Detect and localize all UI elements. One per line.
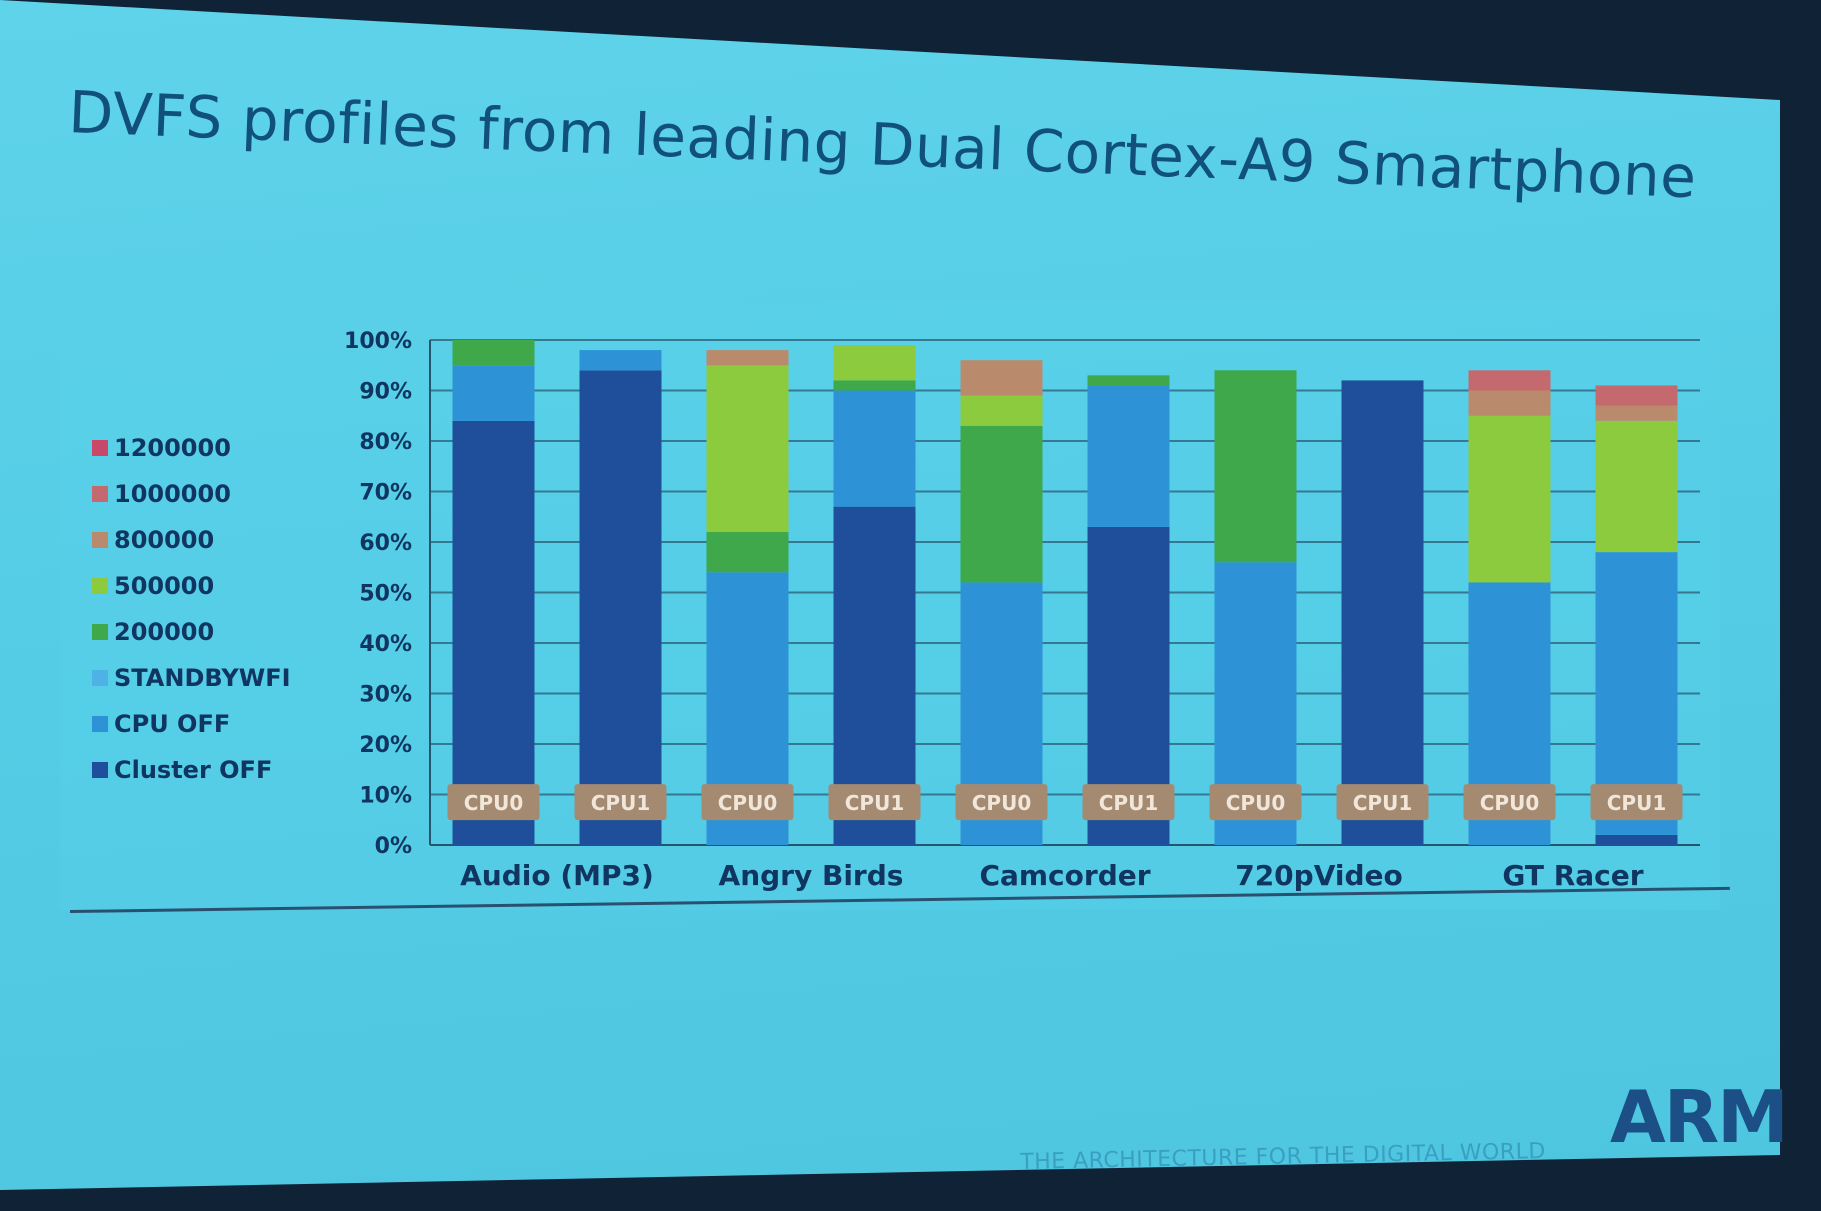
- cpu-label: CPU1: [1099, 791, 1159, 815]
- bar-segment: [1595, 834, 1678, 845]
- cpu-label: CPU1: [1607, 791, 1667, 815]
- bar-segment: [706, 531, 789, 573]
- bar-segment: [833, 345, 916, 381]
- y-tick-label: 100%: [344, 329, 412, 354]
- cpu-label: CPU0: [1226, 791, 1286, 815]
- legend-swatch: [92, 670, 108, 686]
- y-tick-label: 60%: [359, 531, 412, 556]
- bar-segment: [1214, 370, 1297, 563]
- cpu-label: CPU0: [972, 791, 1032, 815]
- cpu-label-tag: [1082, 784, 1175, 821]
- y-tick-label: 40%: [359, 632, 412, 657]
- legend-swatch: [92, 716, 108, 732]
- legend-swatch: [92, 578, 108, 594]
- legend-label: STANDBYWFI: [114, 664, 291, 692]
- legend-label: 1000000: [114, 480, 231, 508]
- cpu-label: CPU1: [591, 791, 651, 815]
- legend-item: 500000: [92, 563, 291, 609]
- bar-segment: [833, 390, 916, 507]
- legend-label: 1200000: [114, 434, 231, 462]
- group-label: GT Racer: [1502, 859, 1643, 892]
- group-label: Camcorder: [979, 859, 1150, 892]
- cpu-label: CPU0: [464, 791, 524, 815]
- cpu-label-tag: [447, 784, 540, 821]
- bar-segment: [960, 425, 1043, 583]
- bar-segment: [1468, 390, 1551, 416]
- y-tick-label: 80%: [359, 430, 412, 455]
- cpu-label: CPU1: [1353, 791, 1413, 815]
- cpu-label-tag: [574, 784, 667, 821]
- bar-segment: [1468, 415, 1551, 583]
- bar-segment: [960, 395, 1043, 426]
- bar-segment: [1595, 405, 1678, 421]
- legend-item: 800000: [92, 517, 291, 563]
- legend-label: 200000: [114, 618, 215, 646]
- bar-segment: [452, 340, 535, 366]
- y-tick-label: 70%: [359, 481, 412, 506]
- bar-segment: [452, 365, 535, 421]
- cpu-label-tag: [1463, 784, 1556, 821]
- bar-segment: [1087, 375, 1170, 386]
- bar-segment: [1468, 370, 1551, 391]
- bar-segment: [706, 350, 789, 366]
- cpu-label: CPU1: [845, 791, 905, 815]
- cpu-label-tag: [1209, 784, 1302, 821]
- y-tick-label: 50%: [359, 582, 412, 607]
- legend-label: Cluster OFF: [114, 756, 273, 784]
- bar-segment: [833, 380, 916, 391]
- y-tick-label: 10%: [359, 784, 412, 809]
- bar-segment: [1087, 385, 1170, 527]
- legend-swatch: [92, 486, 108, 502]
- legend-item: Cluster OFF: [92, 747, 291, 793]
- cpu-label-tag: [955, 784, 1048, 821]
- bar-segment: [579, 370, 662, 845]
- group-label: Audio (MP3): [460, 859, 654, 892]
- bar-segment: [452, 420, 535, 845]
- bar-segment: [706, 365, 789, 532]
- cpu-label-tag: [1590, 784, 1683, 821]
- bar-segment: [1595, 420, 1678, 553]
- legend-item: 1200000: [92, 425, 291, 471]
- legend-swatch: [92, 532, 108, 548]
- cpu-label: CPU0: [718, 791, 778, 815]
- group-label: Angry Birds: [719, 859, 904, 892]
- bar-segment: [579, 350, 662, 371]
- cpu-label-tag: [828, 784, 921, 821]
- legend-label: 800000: [114, 526, 215, 554]
- cpu-label-tag: [701, 784, 794, 821]
- arm-logo: ARM: [1610, 1075, 1789, 1159]
- legend-label: CPU OFF: [114, 710, 231, 738]
- y-tick-label: 30%: [359, 683, 412, 708]
- bar-segment: [1341, 380, 1424, 845]
- bar-segment: [960, 360, 1043, 396]
- legend-swatch: [92, 440, 108, 456]
- legend-item: CPU OFF: [92, 701, 291, 747]
- bar-segment: [1595, 385, 1678, 406]
- legend-swatch: [92, 624, 108, 640]
- y-tick-label: 90%: [359, 380, 412, 405]
- legend-label: 500000: [114, 572, 215, 600]
- chart-legend: 1200000 1000000 800000 500000 200000 STANDBYW…: [92, 425, 291, 793]
- y-tick-label: 0%: [375, 834, 412, 859]
- y-tick-label: 20%: [359, 733, 412, 758]
- legend-item: 200000: [92, 609, 291, 655]
- legend-swatch: [92, 762, 108, 778]
- cpu-label: CPU0: [1480, 791, 1540, 815]
- legend-item: 1000000: [92, 471, 291, 517]
- group-label: 720pVideo: [1235, 859, 1403, 892]
- legend-item: STANDBYWFI: [92, 655, 291, 701]
- cpu-label-tag: [1336, 784, 1429, 821]
